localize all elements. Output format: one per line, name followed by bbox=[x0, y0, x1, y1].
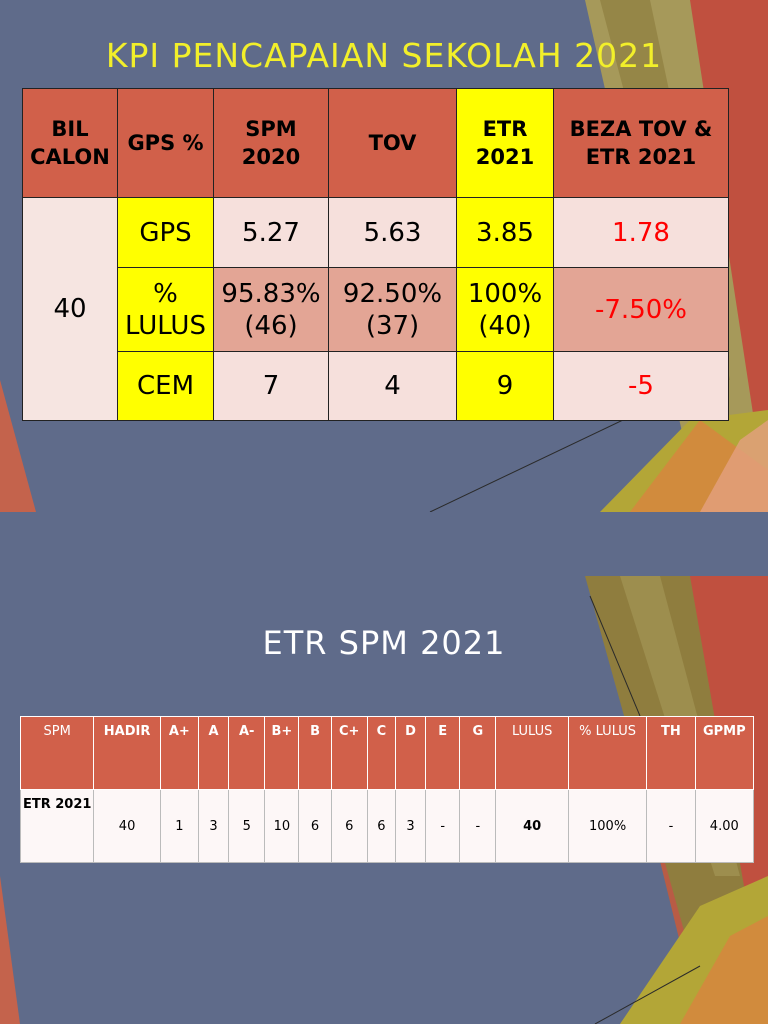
spm2020-value: 5.27 bbox=[213, 197, 329, 268]
table-cell: 100% bbox=[567, 789, 648, 863]
table-cell: 6 bbox=[366, 789, 396, 863]
header-gps-percent: GPS % bbox=[117, 88, 214, 198]
header-beza: BEZA TOV & ETR 2021 bbox=[553, 88, 729, 198]
table-cell: 5 bbox=[228, 789, 266, 863]
etr2021-value: 9 bbox=[456, 351, 554, 421]
kpi-row-lulus: % LULUS 95.83% (46) 92.50% (37) 100% (40… bbox=[23, 267, 729, 352]
table-cell: 40 bbox=[495, 789, 569, 863]
header-spm-2020: SPM 2020 bbox=[213, 88, 329, 198]
header-cell: A bbox=[197, 716, 230, 790]
table-cell: 6 bbox=[298, 789, 332, 863]
etr-header-row: SPM HADIR A+ A A- B+ B C+ C D E G LULUS … bbox=[19, 716, 755, 790]
etr2021-value: 3.85 bbox=[456, 197, 554, 268]
header-cell: SPM bbox=[19, 716, 95, 790]
header-cell: E bbox=[425, 716, 461, 790]
tov-value: 4 bbox=[328, 351, 457, 421]
beza-value: 1.78 bbox=[553, 197, 729, 268]
slide-gap bbox=[0, 512, 768, 576]
header-cell: LULUS bbox=[495, 716, 569, 790]
row-label: % LULUS bbox=[117, 267, 214, 352]
kpi-table: BIL CALON GPS % SPM 2020 TOV ETR 2021 BE… bbox=[22, 88, 729, 421]
header-cell: % LULUS bbox=[567, 716, 648, 790]
table-cell: 3 bbox=[394, 789, 427, 863]
slide-title: ETR SPM 2021 bbox=[262, 624, 506, 662]
header-cell: B+ bbox=[264, 716, 300, 790]
header-cell: A+ bbox=[159, 716, 199, 790]
header-cell: C bbox=[366, 716, 396, 790]
header-cell: D bbox=[394, 716, 427, 790]
beza-value: -5 bbox=[553, 351, 729, 421]
slide-kpi: KPI PENCAPAIAN SEKOLAH 2021 BIL CALON GP… bbox=[0, 0, 768, 512]
kpi-row-gps: 40 GPS 5.27 5.63 3.85 1.78 bbox=[22, 197, 729, 421]
row-label: CEM bbox=[117, 351, 214, 421]
header-cell: C+ bbox=[330, 716, 368, 790]
spm2020-value: 7 bbox=[213, 351, 329, 421]
table-cell: 40 bbox=[93, 789, 161, 863]
slide-etr: ETR SPM 2021 SPM HADIR A+ A A- B+ B C+ C… bbox=[0, 576, 768, 1024]
table-cell: - bbox=[459, 789, 497, 863]
table-cell: 6 bbox=[330, 789, 368, 863]
header-tov: TOV bbox=[328, 88, 457, 198]
header-cell: TH bbox=[646, 716, 696, 790]
tov-value: 5.63 bbox=[328, 197, 457, 268]
header-cell: A- bbox=[228, 716, 266, 790]
slide-title: KPI PENCAPAIAN SEKOLAH 2021 bbox=[105, 36, 663, 75]
table-cell: 10 bbox=[264, 789, 300, 863]
header-bil-calon: BIL CALON bbox=[22, 88, 118, 198]
beza-value: -7.50% bbox=[553, 267, 729, 352]
table-cell: 4.00 bbox=[694, 789, 755, 863]
header-etr-2021: ETR 2021 bbox=[456, 88, 554, 198]
etr2021-value: 100% (40) bbox=[456, 267, 554, 352]
header-cell: GPMP bbox=[694, 716, 755, 790]
spm2020-value: 95.83% (46) bbox=[213, 267, 329, 352]
kpi-row-cem: CEM 7 4 9 -5 bbox=[23, 351, 729, 421]
header-cell: HADIR bbox=[93, 716, 161, 790]
table-cell: 3 bbox=[197, 789, 230, 863]
row-label: GPS bbox=[117, 197, 214, 268]
header-cell: B bbox=[298, 716, 332, 790]
tov-value: 92.50% (37) bbox=[328, 267, 457, 352]
table-cell: 1 bbox=[159, 789, 199, 863]
header-cell: G bbox=[459, 716, 497, 790]
table-cell: - bbox=[425, 789, 461, 863]
table-cell: ETR 2021 bbox=[19, 789, 95, 863]
table-cell: - bbox=[646, 789, 696, 863]
bil-calon-value: 40 bbox=[22, 197, 118, 421]
kpi-header-row: BIL CALON GPS % SPM 2020 TOV ETR 2021 BE… bbox=[22, 88, 729, 198]
etr-data-row: ETR 2021 40 1 3 5 10 6 6 6 3 - - 40 100%… bbox=[19, 789, 755, 863]
etr-table: SPM HADIR A+ A A- B+ B C+ C D E G LULUS … bbox=[19, 716, 755, 863]
